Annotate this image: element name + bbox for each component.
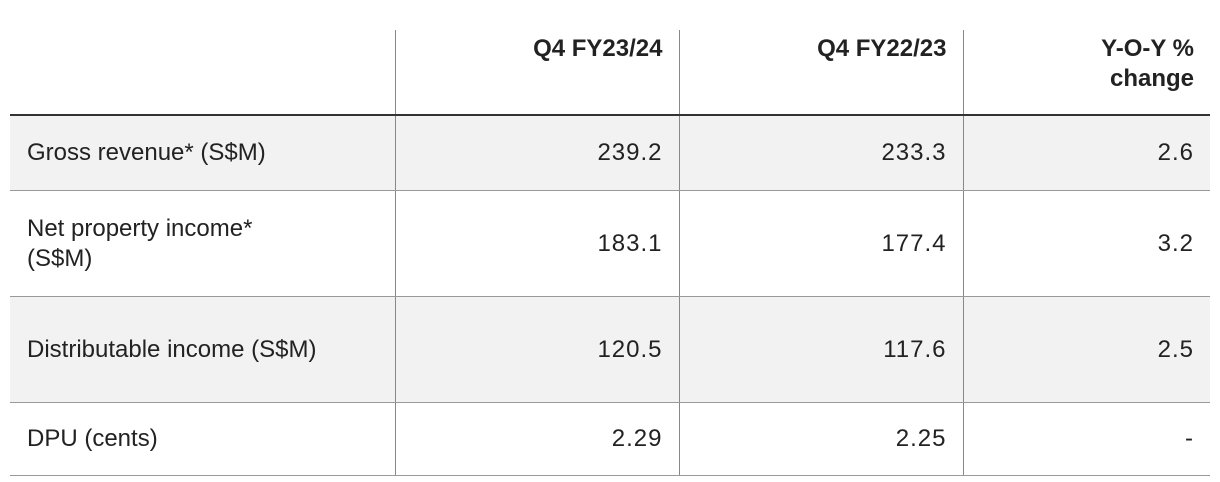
row-label: Net property income* (S$M) [27, 214, 253, 272]
value-cell: - [962, 402, 1210, 476]
table-row: Distributable income (S$M) 120.5 117.6 2.5 [10, 296, 1210, 403]
value-cell: 2.5 [962, 296, 1210, 403]
value-cell: 183.1 [394, 190, 679, 297]
column-header: Q4 FY23/24 [394, 30, 679, 116]
value-cell: 2.25 [678, 402, 963, 476]
table-row: Net property income* (S$M) 183.1 177.4 3.2 [10, 190, 1210, 297]
row-label: Gross revenue* (S$M) [27, 139, 266, 166]
row-label: DPU (cents) [27, 425, 158, 452]
row-label-cell: Gross revenue* (S$M) [10, 115, 395, 191]
table-row: Gross revenue* (S$M) 239.2 233.3 2.6 [10, 115, 1210, 191]
row-label: Distributable income (S$M) [27, 335, 317, 363]
header-row: Q4 FY23/24 Q4 FY22/23 Y-O-Y % change [10, 30, 1210, 116]
value-cell: 2.6 [962, 115, 1210, 191]
column-header: Q4 FY22/23 [678, 30, 963, 116]
column-header: Y-O-Y % change [962, 30, 1210, 116]
value-cell: 120.5 [394, 296, 679, 403]
column-header-text: Y-O-Y % change [1101, 35, 1194, 92]
row-label-cell: Net property income* (S$M) [10, 190, 395, 297]
header-blank [10, 30, 395, 116]
value-cell: 3.2 [962, 190, 1210, 297]
value-cell: 2.29 [394, 402, 679, 476]
value-cell: 177.4 [678, 190, 963, 297]
results-table: Q4 FY23/24 Q4 FY22/23 Y-O-Y % change Gro… [10, 30, 1210, 476]
value-cell: 239.2 [394, 115, 679, 191]
row-label-cell: DPU (cents) [10, 402, 395, 476]
table-body: Gross revenue* (S$M) 239.2 233.3 2.6 Net pro… [10, 115, 1210, 476]
row-label-cell: Distributable income (S$M) [10, 296, 395, 403]
table-row: DPU (cents) 2.29 2.25- [10, 402, 1210, 476]
value-cell: 233.3 [678, 115, 963, 191]
value-cell: 117.6 [678, 296, 963, 403]
